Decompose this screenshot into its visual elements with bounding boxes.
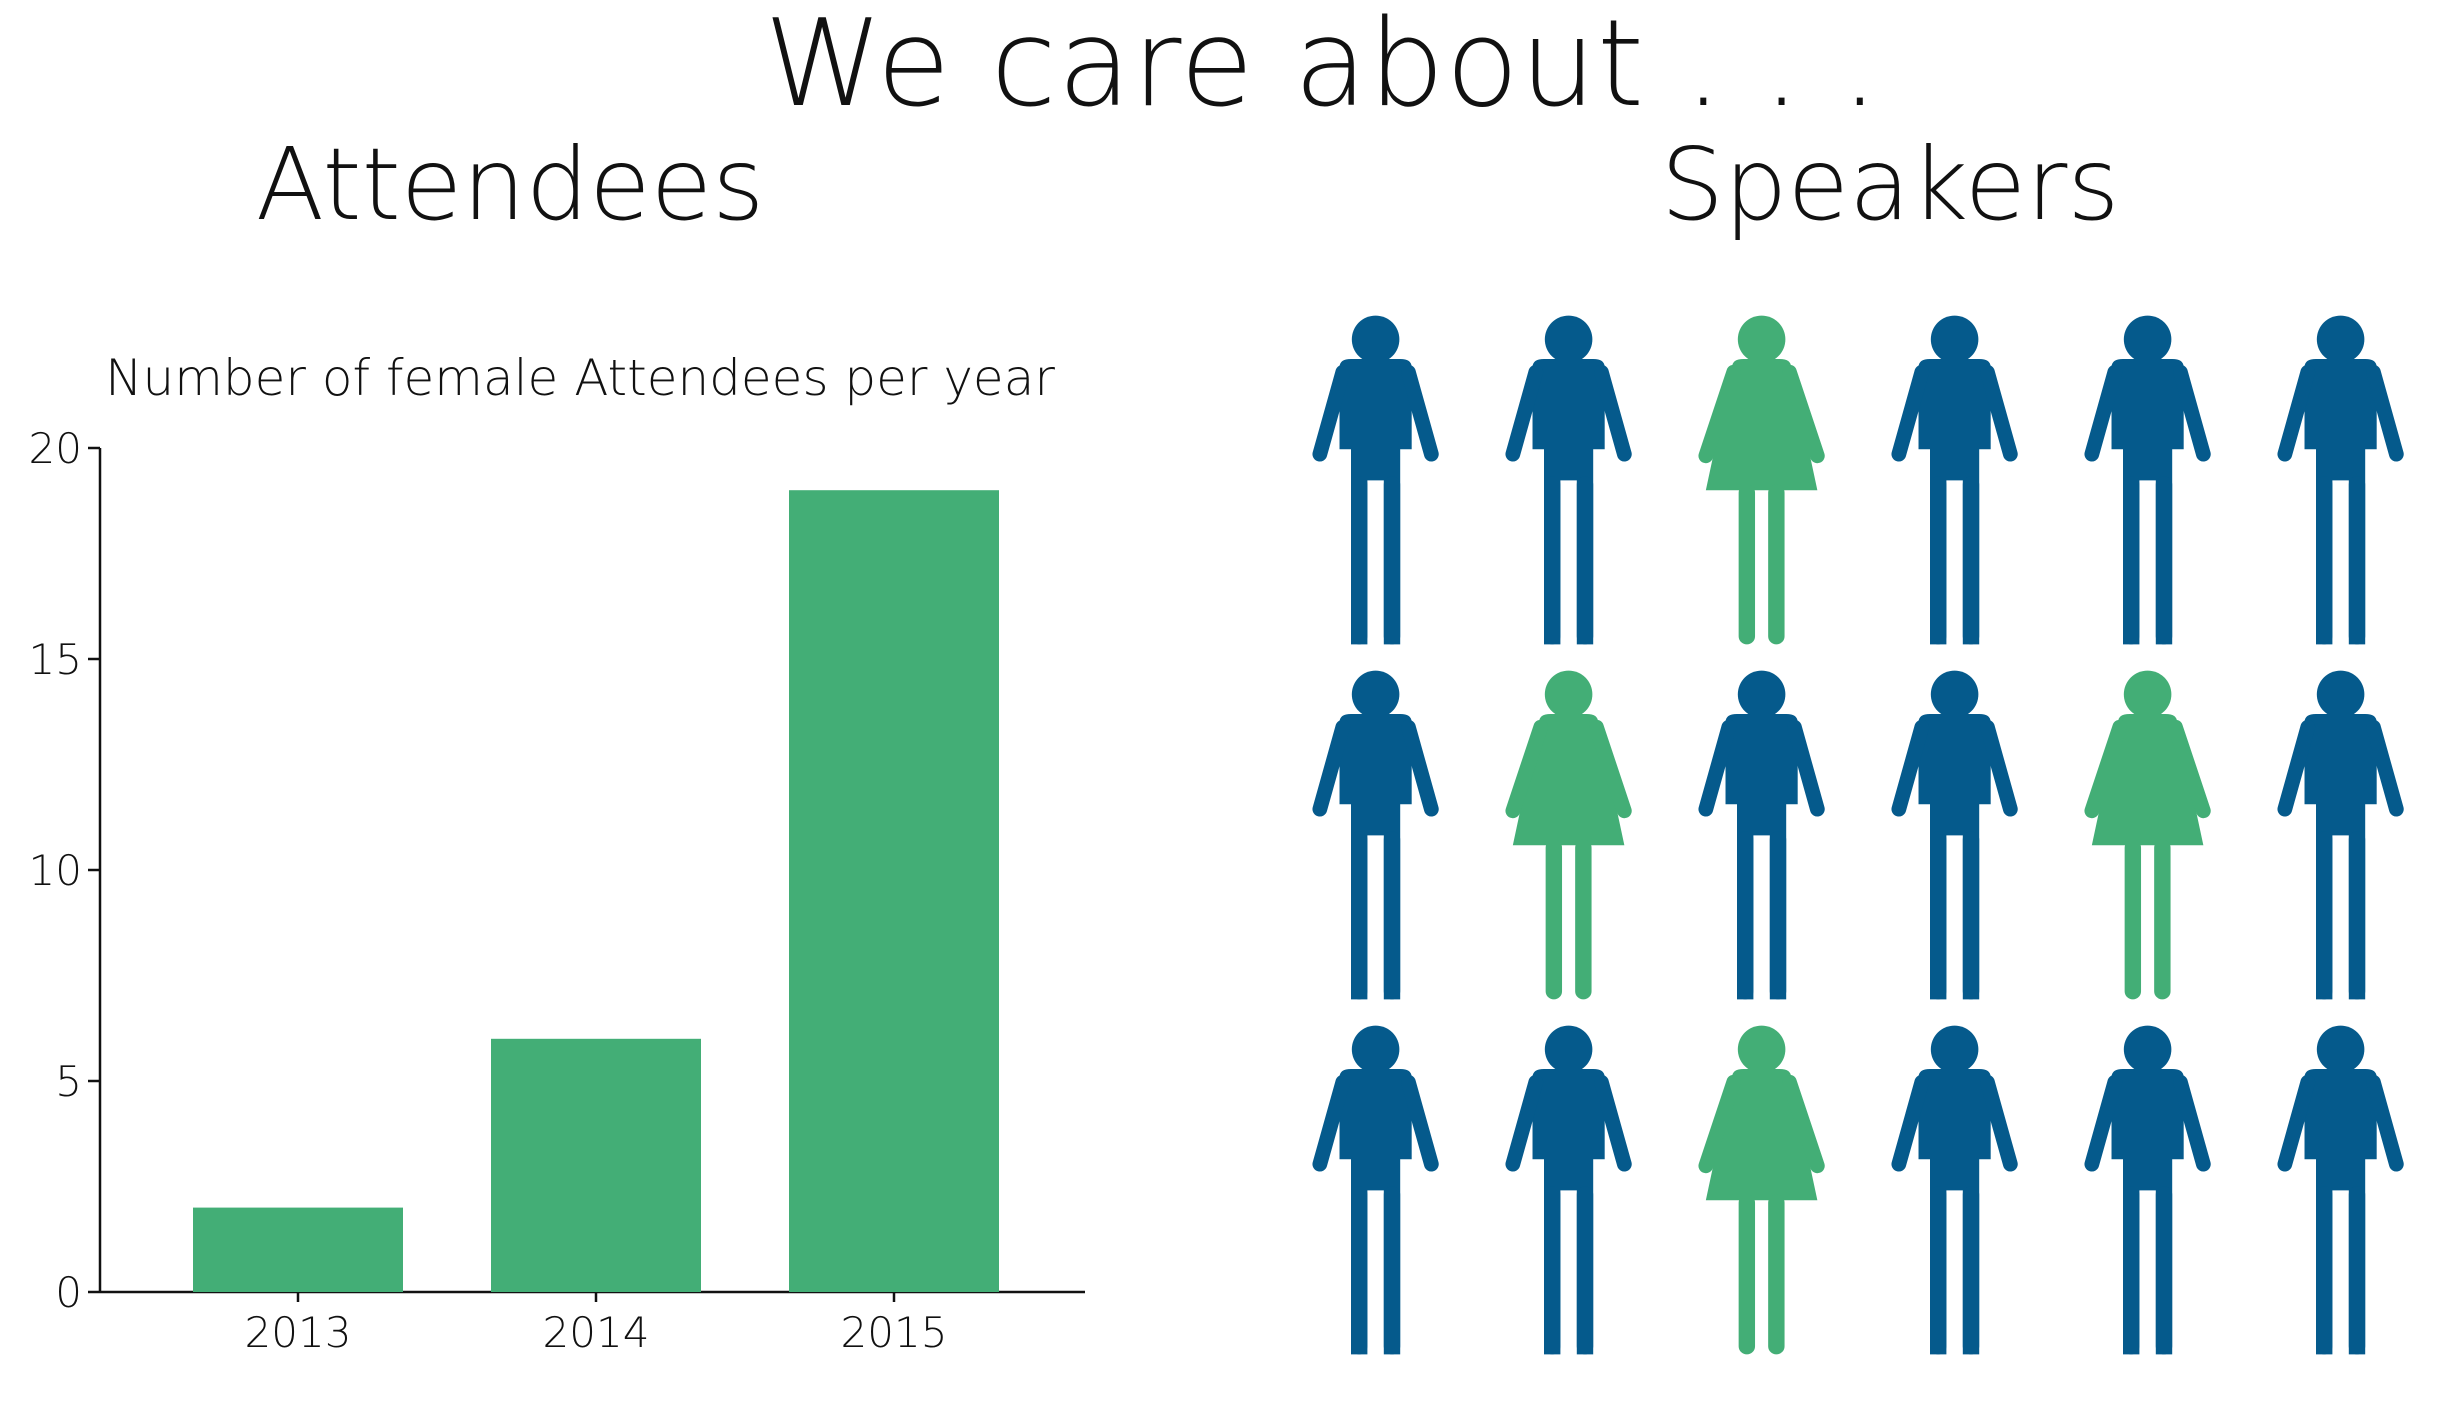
- speaker-figure: [1698, 1025, 1825, 1355]
- male-speaker-icon: [2277, 670, 2404, 1000]
- y-tick-label: 20: [29, 424, 82, 473]
- speaker-figure: [2277, 315, 2404, 645]
- speakers-pictogram: [1312, 315, 2404, 1355]
- attendees-heading: Attendees: [255, 126, 765, 243]
- bar-2015: [789, 490, 999, 1292]
- male-speaker-icon: [1312, 315, 1439, 645]
- bar-2014: [491, 1038, 701, 1292]
- female-speaker-icon: [1698, 1025, 1825, 1355]
- male-speaker-icon: [1891, 315, 2018, 645]
- speaker-figure: [2277, 670, 2404, 1000]
- bar-2013: [193, 1207, 403, 1292]
- speaker-figure: [2084, 670, 2211, 1000]
- speaker-figure: [1312, 1025, 1439, 1355]
- speaker-figure: [1698, 670, 1825, 1000]
- attendees-bar-chart: Number of female Attendees per year 0 5 10…: [29, 349, 1085, 1357]
- speaker-figure: [1891, 315, 2018, 645]
- male-speaker-icon: [1505, 315, 1632, 645]
- y-tick-label: 15: [29, 635, 82, 684]
- x-tick-label: 2013: [245, 1308, 352, 1357]
- y-tick-label: 5: [55, 1057, 82, 1106]
- speaker-figure: [1312, 670, 1439, 1000]
- speaker-figure: [1891, 670, 2018, 1000]
- speaker-figure: [1698, 315, 1825, 645]
- y-tick-label: 10: [29, 846, 82, 895]
- chart-title: Number of female Attendees per year: [105, 349, 1055, 407]
- speaker-figure: [1505, 670, 1632, 1000]
- male-speaker-icon: [2084, 315, 2211, 645]
- speaker-figure: [2277, 1025, 2404, 1355]
- speaker-figure: [1312, 315, 1439, 645]
- male-speaker-icon: [1698, 670, 1825, 1000]
- speaker-figure: [1891, 1025, 2018, 1355]
- male-speaker-icon: [1891, 1025, 2018, 1355]
- speakers-heading: Speakers: [1660, 126, 2120, 243]
- x-tick-label: 2014: [543, 1308, 650, 1357]
- male-speaker-icon: [2277, 1025, 2404, 1355]
- speaker-figure: [1505, 315, 1632, 645]
- speaker-figure: [2084, 1025, 2211, 1355]
- speaker-figure: [1505, 1025, 1632, 1355]
- male-speaker-icon: [1891, 670, 2018, 1000]
- female-speaker-icon: [1505, 670, 1632, 1000]
- male-speaker-icon: [1312, 1025, 1439, 1355]
- male-speaker-icon: [1505, 1025, 1632, 1355]
- x-tick-label: 2015: [841, 1308, 948, 1357]
- female-speaker-icon: [1698, 315, 1825, 645]
- female-speaker-icon: [2084, 670, 2211, 1000]
- male-speaker-icon: [2277, 315, 2404, 645]
- speaker-figure: [2084, 315, 2211, 645]
- page-title: We care about . . .: [764, 0, 1880, 134]
- male-speaker-icon: [1312, 670, 1439, 1000]
- male-speaker-icon: [2084, 1025, 2211, 1355]
- y-tick-label: 0: [55, 1268, 82, 1317]
